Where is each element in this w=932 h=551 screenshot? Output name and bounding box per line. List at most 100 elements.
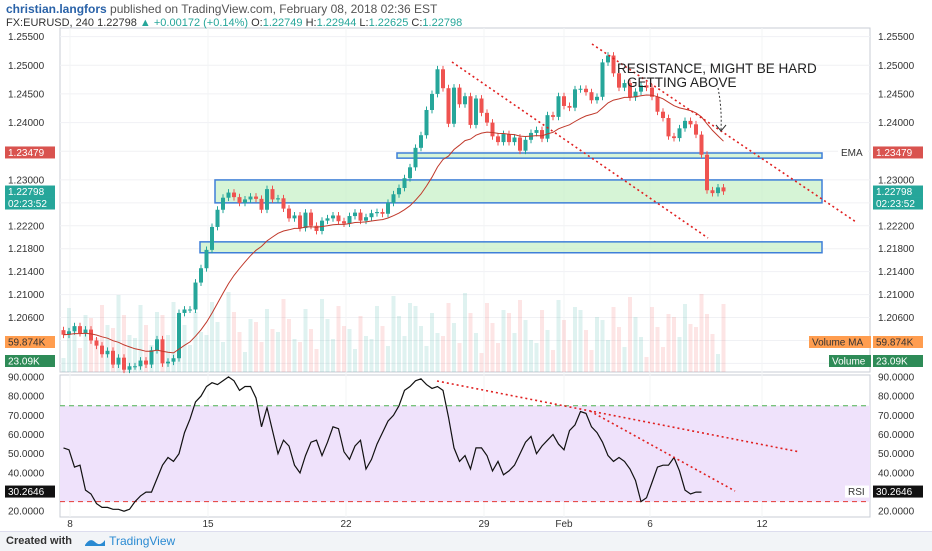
rsi-band — [60, 405, 870, 502]
volume-bar — [716, 354, 720, 372]
candle-body — [556, 96, 561, 117]
volume-bar — [127, 335, 132, 372]
volume-bar — [622, 347, 627, 372]
candle-body — [457, 87, 462, 105]
last-price-tag-bg — [873, 185, 923, 198]
volume-bar — [661, 347, 665, 372]
volume-bar — [265, 309, 269, 372]
rsi-y-tick-right: 20.0000 — [878, 507, 915, 518]
volume-bar — [287, 319, 291, 372]
symbol-label[interactable]: FX:EURUSD, 240 — [6, 17, 95, 29]
close-label: C: — [411, 17, 423, 29]
last-price-tag: 1.22798 — [876, 187, 913, 198]
volume-bar — [534, 343, 539, 372]
candle-body — [397, 187, 401, 195]
candle-body — [666, 118, 671, 137]
volume-bar — [551, 350, 555, 372]
candle-body — [490, 122, 495, 137]
candle-body — [518, 137, 522, 151]
candle-body — [276, 198, 280, 200]
candle-body — [232, 192, 236, 198]
volume-bar — [529, 340, 533, 372]
volume-bar — [380, 326, 385, 372]
candle-body — [265, 189, 269, 210]
volume-ma-value-tag-left: 59.874K — [8, 338, 46, 349]
candle-body — [391, 194, 396, 203]
volume-bar — [188, 345, 192, 372]
volume-bar — [457, 343, 462, 372]
candle-body — [237, 197, 242, 203]
candle-body — [182, 309, 187, 313]
volume-value-tag-bg — [873, 355, 923, 367]
candle-body — [496, 136, 500, 143]
candle-body — [501, 134, 506, 143]
volume-bar — [298, 342, 302, 372]
price-y-tick-right: 1.20600 — [878, 313, 915, 324]
volume-bar — [408, 303, 412, 372]
tradingview-brand: TradingView — [109, 534, 176, 548]
volume-bar — [72, 328, 77, 372]
rsi-y-tick-left: 80.0000 — [8, 392, 45, 403]
candle-body — [287, 208, 291, 219]
price-y-tick-right: 1.21000 — [878, 290, 915, 301]
candle-body — [694, 124, 698, 135]
volume-bar — [397, 316, 401, 372]
volume-bar — [237, 332, 242, 372]
candle-body — [331, 215, 335, 219]
volume-bar — [479, 353, 484, 372]
volume-bar — [562, 320, 566, 372]
candle-body — [94, 340, 99, 346]
candle-body — [463, 96, 467, 105]
volume-bar — [292, 339, 297, 372]
volume-bar — [353, 349, 357, 372]
volume-bar — [523, 320, 528, 372]
candle-body — [116, 357, 121, 365]
rsi-line — [63, 376, 702, 512]
candle-body — [644, 85, 649, 88]
candle-body — [633, 91, 638, 98]
tradingview-logo[interactable]: TradingView — [84, 534, 175, 548]
author-name[interactable]: christian.langfors — [6, 2, 107, 16]
price-y-tick-right: 1.21800 — [878, 244, 915, 255]
candle-body — [347, 216, 352, 224]
volume-bar — [595, 317, 599, 372]
candle-body — [193, 282, 198, 310]
volume-bar — [226, 292, 231, 372]
candle-body — [254, 196, 258, 199]
volume-bar — [490, 323, 495, 372]
price-y-tick-left: 1.21400 — [8, 267, 45, 278]
price-y-tick-right: 1.22200 — [878, 221, 915, 232]
volume-bar — [435, 333, 440, 372]
rsi-y-tick-left: 20.0000 — [8, 507, 45, 518]
candle-body — [342, 221, 346, 224]
candle-body — [369, 213, 374, 218]
volume-bar — [391, 296, 396, 372]
candle-body — [688, 120, 693, 125]
candle-body — [600, 62, 605, 97]
volume-label-tag-bg — [829, 355, 871, 367]
candle-body — [380, 212, 385, 214]
volume-bar — [61, 358, 66, 372]
candle-body — [716, 187, 720, 194]
volume-bar — [485, 303, 489, 372]
x-tick-label: 12 — [756, 519, 768, 530]
volume-bar — [721, 304, 726, 372]
volume-bar — [259, 342, 264, 372]
volume-bar — [540, 310, 544, 372]
chart-canvas[interactable]: 1.25500 1.25500 1.25000 1.25000 1.24500 1.245… — [0, 0, 932, 531]
candle-body — [122, 357, 126, 370]
volume-bar — [89, 318, 93, 372]
price-y-tick-right: 1.23000 — [878, 175, 915, 186]
volume-bar — [694, 327, 698, 372]
publish-line: christian.langfors published on TradingV… — [6, 2, 437, 16]
volume-bar — [683, 304, 687, 372]
candle-body — [243, 199, 247, 203]
candle-body — [573, 89, 577, 108]
volume-bar — [133, 338, 137, 372]
rsi-y-tick-left: 70.0000 — [8, 411, 45, 422]
candle-body — [622, 83, 627, 88]
candle-body — [155, 339, 159, 351]
candle-body — [683, 120, 687, 129]
candle-body — [149, 350, 154, 365]
volume-bar — [122, 315, 126, 372]
